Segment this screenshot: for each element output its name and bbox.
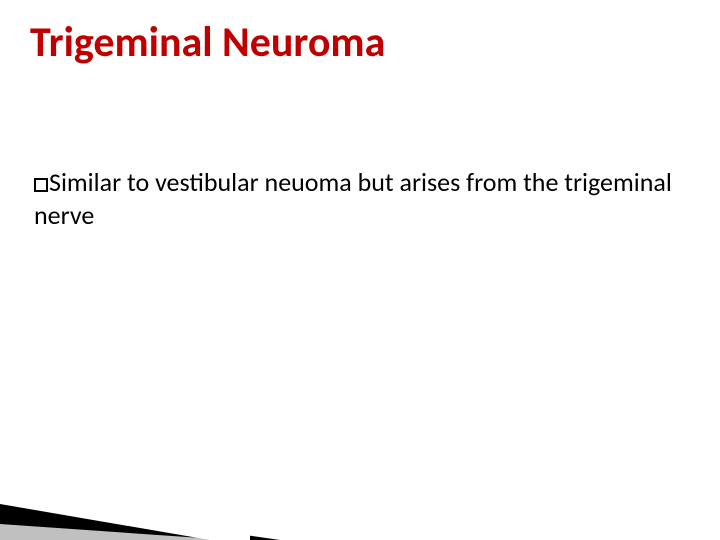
corner-decoration bbox=[0, 430, 360, 540]
slide-title: Trigeminal Neuroma bbox=[30, 20, 690, 66]
bullet-lead-word: Similar bbox=[49, 166, 121, 198]
slide-body: Similar to vestibular neuoma but arises … bbox=[34, 166, 690, 231]
slide-container: Trigeminal Neuroma Similar to vestibular… bbox=[0, 0, 720, 540]
decor-stripe-black bbox=[0, 500, 280, 540]
decor-stripe-white bbox=[0, 490, 250, 540]
decor-stripe-grey bbox=[0, 524, 230, 540]
bullet-rest: to vestibular neuoma but arises from the… bbox=[34, 166, 672, 231]
bullet-square-icon bbox=[34, 178, 48, 192]
